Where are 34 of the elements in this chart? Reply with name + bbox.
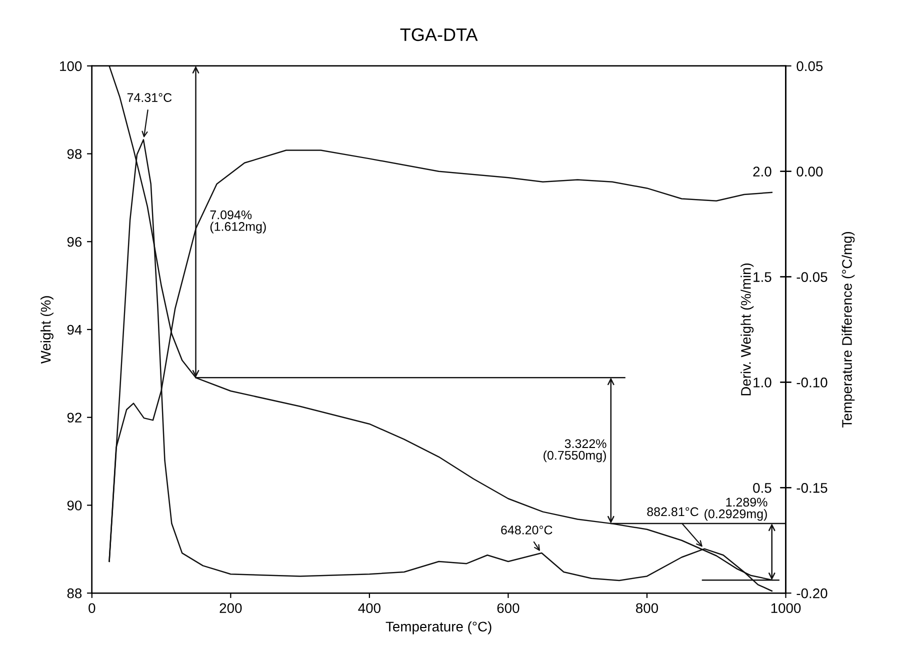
annotation: 1.289% (0.2929mg) (704, 498, 768, 521)
y3-tick-label: -0.20 (796, 588, 828, 598)
y2-tick-label: 0.5 (753, 482, 772, 493)
y-tick-label: 98 (67, 149, 82, 159)
x-axis-title: Temperature (°C) (386, 621, 492, 634)
chart-title: TGA-DTA (400, 28, 478, 42)
annotation: 7.094% (1.612mg) (210, 210, 266, 234)
y-tick-label: 88 (67, 588, 82, 598)
x-tick-label: 800 (636, 603, 658, 614)
y-tick-label: 94 (67, 324, 82, 335)
y3-axis-title: Temperature Difference (°C/mg) (842, 232, 855, 428)
y2-tick-label: 1.0 (754, 378, 772, 388)
y3-tick-label: 0.00 (796, 166, 823, 177)
y3-tick-label: -0.15 (796, 482, 828, 493)
y2-tick-label: 1.5 (754, 272, 772, 282)
x-tick-label: 1000 (771, 603, 801, 614)
y-axis-title: Weight (%) (40, 296, 54, 364)
y-tick-label: 90 (67, 500, 82, 510)
annotation: 74.31°C (127, 93, 172, 102)
x-tick-label: 200 (220, 603, 242, 614)
y3-tick-label: -0.10 (796, 378, 828, 388)
annotation: 882.81°C (647, 507, 698, 516)
x-tick-label: 0 (88, 603, 96, 614)
y-tick-label: 96 (67, 236, 82, 247)
y3-tick-label: 0.05 (796, 61, 823, 72)
annotation: 648.20°C (501, 526, 552, 534)
y-tick-label: 92 (67, 412, 82, 423)
y2-axis-title: Deriv. Weight (%/min) (740, 263, 754, 396)
x-tick-label: 400 (358, 603, 380, 614)
x-tick-label: 600 (497, 603, 520, 614)
annotation: 3.322% (0.7550mg) (544, 439, 606, 462)
y3-tick-label: -0.05 (796, 272, 828, 282)
y-tick-label: 100 (60, 61, 82, 72)
y2-tick-label: 2.0 (753, 166, 772, 177)
